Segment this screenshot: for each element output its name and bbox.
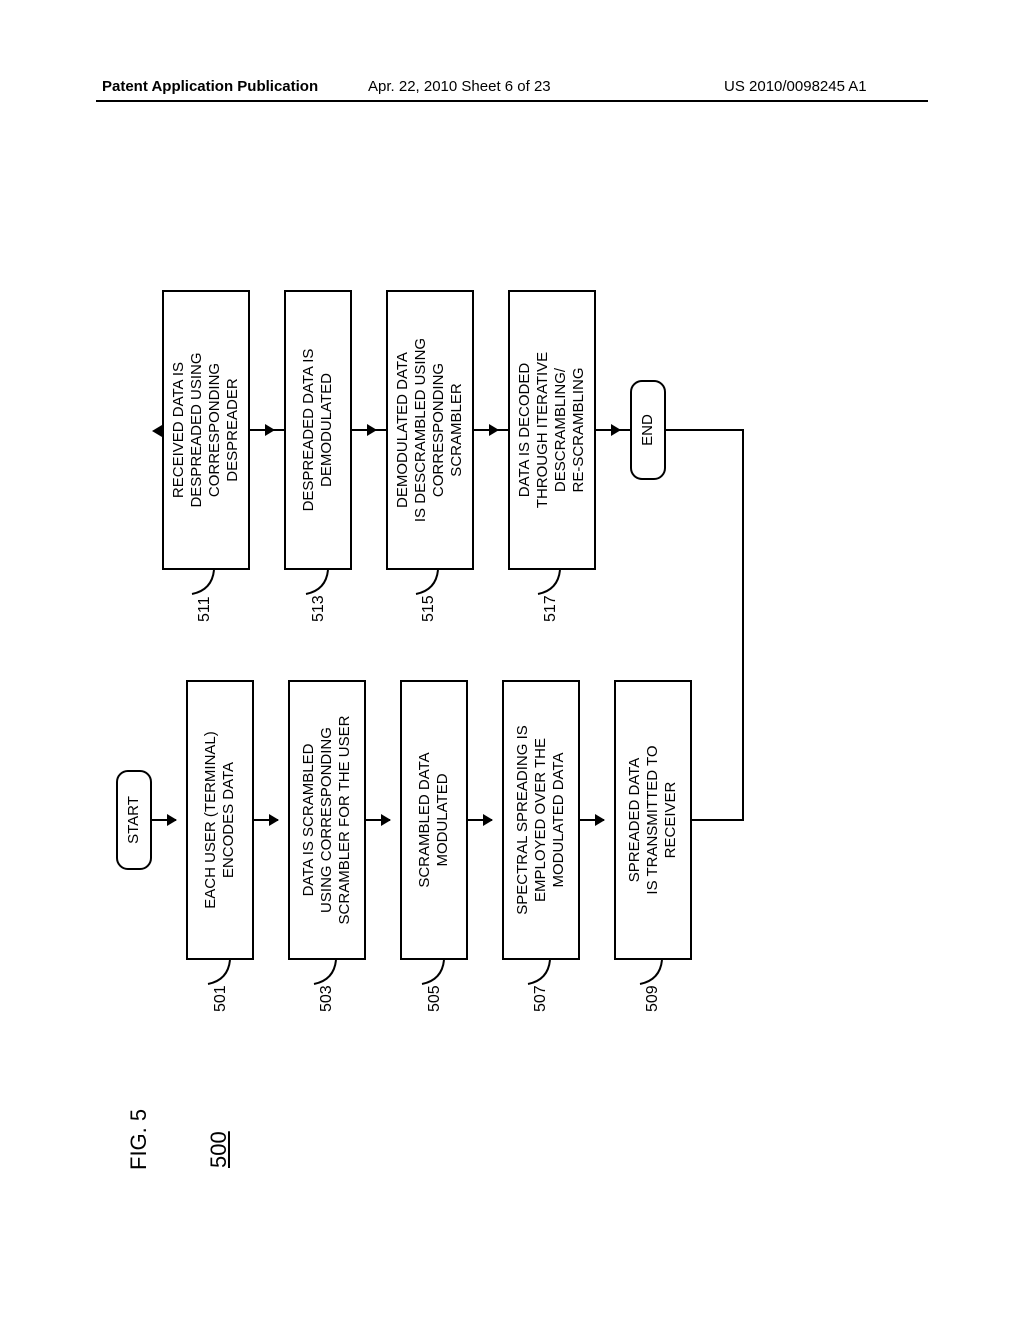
step-517-box: DATA IS DECODEDTHROUGH ITERATIVEDESCRAMB… [508, 290, 596, 570]
step-503-text: DATA IS SCRAMBLEDUSING CORRESPONDINGSCRA… [300, 716, 354, 925]
leader-515 [414, 568, 446, 596]
step-507-text: SPECTRAL SPREADING ISEMPLOYED OVER THEMO… [514, 725, 568, 915]
step-509-box: SPREADED DATAIS TRANSMITTED TORECEIVER [614, 680, 692, 960]
leader-517 [536, 568, 568, 596]
figure-rotated-container: FIG. 5 500 START EACH USER (TERMINAL)ENC… [96, 155, 928, 1200]
leader-513 [304, 568, 336, 596]
leader-503 [312, 958, 344, 986]
page-header: Patent Application Publication Apr. 22, … [0, 78, 1024, 106]
arrow-513-515 [352, 429, 376, 431]
step-505-text: SCRAMBLED DATAMODULATED [416, 752, 452, 887]
arrow-501-503 [254, 819, 278, 821]
step-513-num: 513 [310, 595, 328, 622]
figure-canvas: FIG. 5 500 START EACH USER (TERMINAL)ENC… [96, 155, 928, 1200]
start-node: START [116, 770, 152, 870]
start-label: START [125, 796, 143, 844]
step-509-num: 509 [644, 985, 662, 1012]
step-501-text: EACH USER (TERMINAL)ENCODES DATA [202, 731, 238, 909]
header-publication: Patent Application Publication [102, 78, 318, 95]
step-509-text: SPREADED DATAIS TRANSMITTED TORECEIVER [626, 745, 680, 894]
end-label: END [639, 414, 657, 446]
conn-509-right [742, 430, 744, 821]
step-511-num: 511 [196, 596, 214, 622]
conn-509-down [692, 819, 744, 821]
step-505-num: 505 [426, 985, 444, 1012]
leader-511 [190, 568, 222, 596]
arrow-start-to-501 [152, 819, 176, 821]
figure-refnum: 500 [206, 1131, 232, 1168]
header-doc-number: US 2010/0098245 A1 [724, 78, 867, 95]
step-515-text: DEMODULATED DATAIS DESCRAMBLED USINGCORR… [394, 338, 466, 522]
leader-505 [420, 958, 452, 986]
step-517-text: DATA IS DECODEDTHROUGH ITERATIVEDESCRAMB… [516, 352, 588, 508]
arrow-517-end [596, 429, 620, 431]
arrowhead-into-511 [152, 425, 162, 437]
step-517-num: 517 [542, 595, 560, 622]
step-511-text: RECEIVED DATA ISDESPREADED USINGCORRESPO… [170, 352, 242, 507]
arrow-505-507 [468, 819, 492, 821]
step-503-box: DATA IS SCRAMBLEDUSING CORRESPONDINGSCRA… [288, 680, 366, 960]
step-511-box: RECEIVED DATA ISDESPREADED USINGCORRESPO… [162, 290, 250, 570]
step-503-num: 503 [318, 985, 336, 1012]
end-node: END [630, 380, 666, 480]
arrow-515-517 [474, 429, 498, 431]
step-501-num: 501 [212, 985, 230, 1012]
step-515-num: 515 [420, 595, 438, 622]
page: Patent Application Publication Apr. 22, … [0, 0, 1024, 1320]
step-507-num: 507 [532, 985, 550, 1012]
step-507-box: SPECTRAL SPREADING ISEMPLOYED OVER THEMO… [502, 680, 580, 960]
leader-501 [206, 958, 238, 986]
step-513-box: DESPREADED DATA ISDEMODULATED [284, 290, 352, 570]
leader-509 [638, 958, 670, 986]
arrow-511-513 [250, 429, 274, 431]
step-505-box: SCRAMBLED DATAMODULATED [400, 680, 468, 960]
step-515-box: DEMODULATED DATAIS DESCRAMBLED USINGCORR… [386, 290, 474, 570]
step-501-box: EACH USER (TERMINAL)ENCODES DATA [186, 680, 254, 960]
arrow-503-505 [366, 819, 390, 821]
figure-label: FIG. 5 [126, 1109, 152, 1170]
step-513-text: DESPREADED DATA ISDEMODULATED [300, 349, 336, 512]
arrow-507-509 [580, 819, 604, 821]
header-rule [96, 100, 928, 102]
header-sheet-info: Apr. 22, 2010 Sheet 6 of 23 [368, 78, 551, 95]
leader-507 [526, 958, 558, 986]
